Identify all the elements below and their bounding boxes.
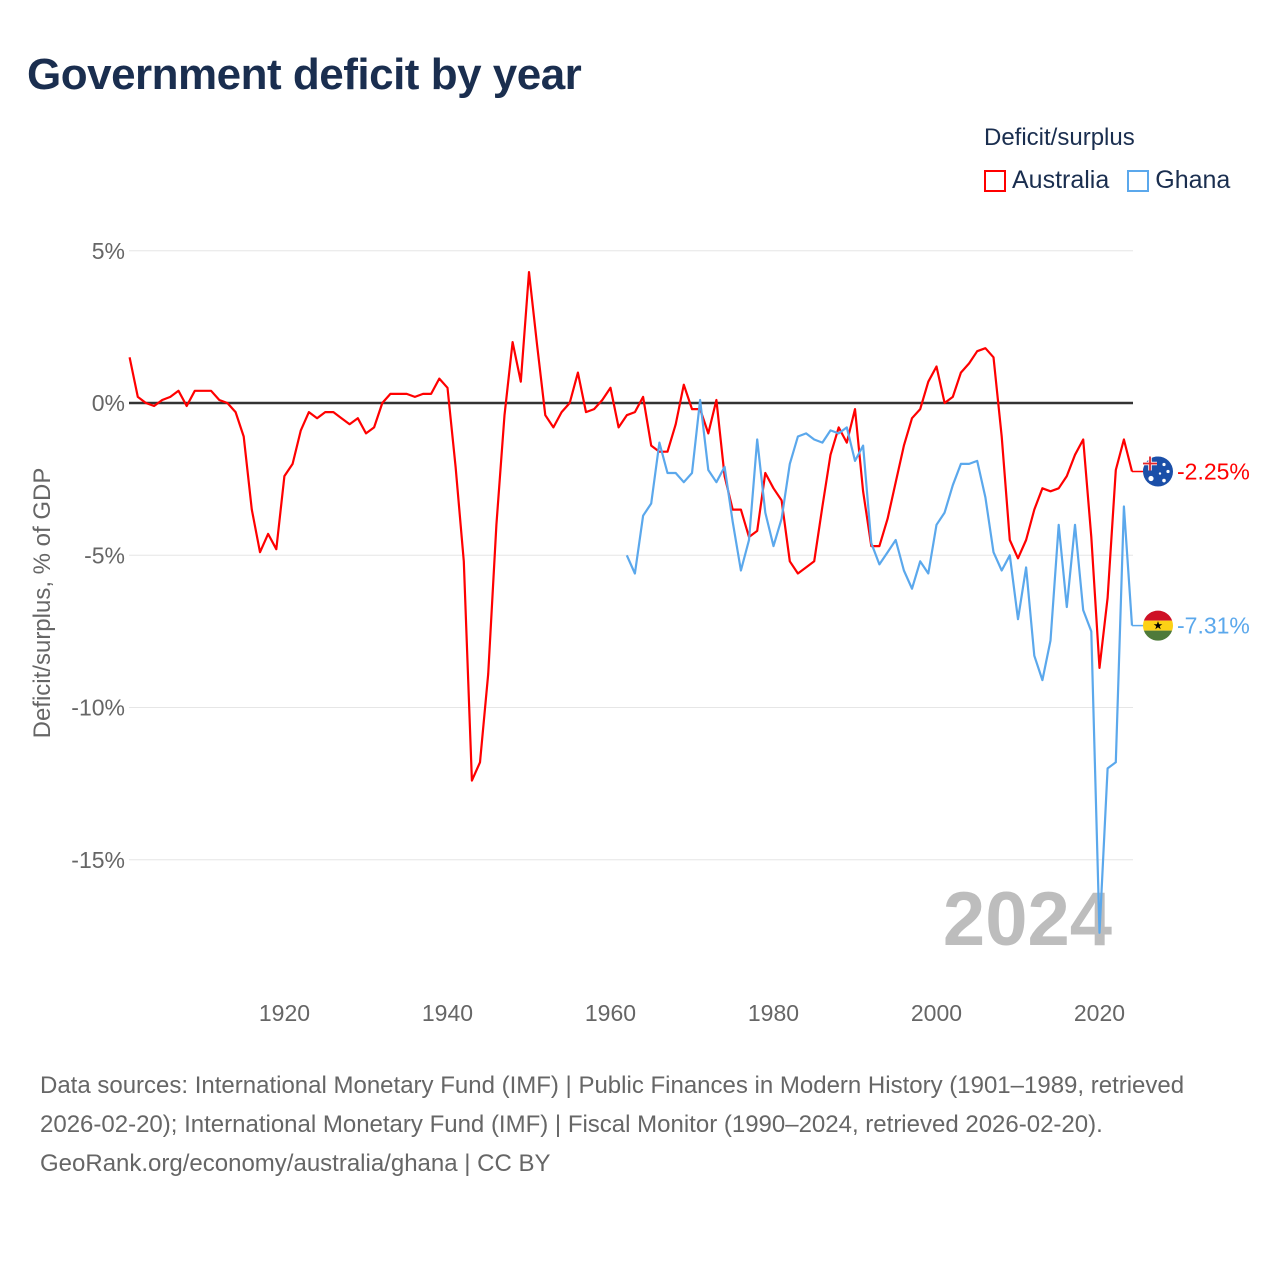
legend-item-australia[interactable]: Australia bbox=[984, 166, 1109, 195]
y-tick-label: 0% bbox=[92, 390, 125, 416]
x-tick-label: 2000 bbox=[911, 1000, 962, 1026]
legend-item-ghana[interactable]: Ghana bbox=[1127, 166, 1230, 195]
footer: Data sources: International Monetary Fun… bbox=[40, 1066, 1240, 1183]
y-tick-label: -10% bbox=[71, 695, 125, 721]
series-line-australia bbox=[128, 271, 1134, 782]
series-line-ghana bbox=[625, 398, 1134, 934]
year-watermark: 2024 bbox=[943, 877, 1112, 962]
legend-swatch-australia bbox=[984, 169, 1006, 192]
x-tick-label: 1960 bbox=[585, 1000, 636, 1026]
y-tick-label: 5% bbox=[92, 238, 125, 264]
legend-label-ghana: Ghana bbox=[1155, 166, 1231, 194]
data-sources: Data sources: International Monetary Fun… bbox=[40, 1072, 1185, 1138]
end-value-label-australia: -2.25% bbox=[1177, 459, 1250, 485]
x-tick-label: 1940 bbox=[422, 1000, 473, 1026]
x-tick-label: 2020 bbox=[1074, 1000, 1125, 1026]
chart-title: Government deficit by year bbox=[27, 50, 582, 99]
end-value-label-ghana: -7.31% bbox=[1177, 613, 1250, 639]
credit-link[interactable]: GeoRank.org/economy/australia/ghana | CC… bbox=[40, 1150, 551, 1177]
legend-swatch-ghana bbox=[1127, 169, 1150, 192]
australia-flag-icon bbox=[1143, 456, 1173, 487]
y-axis-label: Deficit/surplus, % of GDP bbox=[29, 468, 56, 739]
ghana-flag-icon bbox=[1143, 610, 1173, 641]
legend-label-australia: Australia bbox=[1012, 166, 1110, 194]
legend-title: Deficit/surplus bbox=[984, 124, 1135, 151]
y-tick-label: -5% bbox=[84, 542, 125, 568]
y-tick-label: -15% bbox=[71, 847, 125, 873]
legend: Australia Ghana bbox=[984, 166, 1230, 195]
x-tick-label: 1920 bbox=[259, 1000, 310, 1026]
x-tick-label: 1980 bbox=[748, 1000, 799, 1026]
